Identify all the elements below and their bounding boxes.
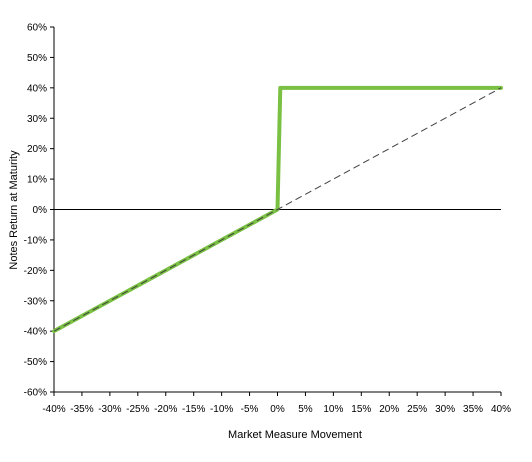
tick-labels: 60% 50% 40% 30% 20% 10% 0% -10% -20% -30% -40% -50%… (24, 23, 511, 416)
x-tick-label: -20% (154, 404, 177, 415)
x-tick-label: -25% (126, 404, 149, 415)
x-tick-label: -40% (42, 404, 65, 415)
x-tick-label: 0% (270, 404, 285, 415)
x-tick-label: -15% (182, 404, 205, 415)
x-axis-title: Market Measure Movement (228, 429, 362, 441)
series-line-dashed (53, 87, 502, 332)
x-tick-label: -35% (70, 404, 93, 415)
x-tick-label: 5% (298, 404, 313, 415)
x-tick-label: 30% (435, 404, 455, 415)
x-tick-label: 25% (407, 404, 427, 415)
y-tick-label: 60% (27, 23, 47, 34)
y-tick-label: 0% (33, 205, 48, 216)
y-tick-label: 50% (27, 53, 47, 64)
x-tick-label: -5% (241, 404, 259, 415)
y-tick-label: -50% (24, 357, 47, 368)
y-tick-label: -30% (24, 296, 47, 307)
x-tick-label: 35% (463, 404, 483, 415)
y-tick-label: -20% (24, 266, 47, 277)
y-tick-label: 30% (27, 114, 47, 125)
x-tick-label: 10% (323, 404, 343, 415)
y-tick-label: -10% (24, 235, 47, 246)
y-tick-label: 20% (27, 144, 47, 155)
x-tick-label: 20% (379, 404, 399, 415)
y-tick-label: 40% (27, 83, 47, 94)
x-tick-label: 15% (351, 404, 371, 415)
x-tick-label: 40% (491, 404, 511, 415)
series-layer (52, 85, 503, 334)
y-axis-title: Notes Return at Maturity (8, 150, 20, 270)
x-tick-label: -30% (98, 404, 121, 415)
x-tick-label: -10% (210, 404, 233, 415)
y-tick-label: -40% (24, 327, 47, 338)
y-tick-label: 10% (27, 175, 47, 186)
y-tick-label: -60% (24, 388, 47, 399)
